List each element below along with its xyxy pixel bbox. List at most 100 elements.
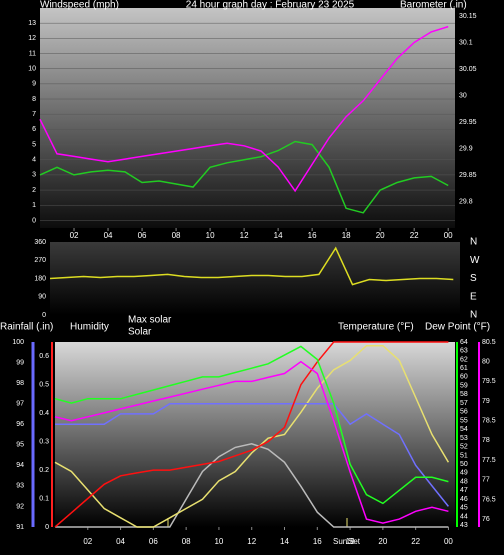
x-tick-label: 10	[214, 537, 223, 546]
data-line	[54, 341, 449, 528]
plot-area	[55, 342, 455, 527]
y-tick-label: 54	[460, 426, 468, 433]
y-tick-label: 100	[12, 339, 24, 346]
x-tick-label: 18	[342, 231, 351, 240]
y-tick-label: 30.05	[459, 66, 477, 73]
y-tick-label: 95	[16, 442, 24, 449]
y-tick-label: 43	[460, 522, 468, 529]
y-tick-label: 78.5	[482, 418, 496, 425]
direction-label: S	[470, 273, 477, 284]
y-tick-label: 29.9	[459, 145, 473, 152]
y-tick-label: 98	[16, 380, 24, 387]
y-tick-label: 92	[16, 503, 24, 510]
y-tick-label: 76.5	[482, 496, 496, 503]
plot-area	[40, 8, 455, 228]
axis-title: Temperature (°F)	[338, 322, 414, 333]
y-tick-label: 99	[16, 359, 24, 366]
x-tick-label: 14	[280, 537, 289, 546]
x-tick-label: 16	[308, 231, 317, 240]
y-tick-label: 91	[16, 524, 24, 531]
y-tick-label: 79	[482, 398, 490, 405]
x-tick-label: 12	[240, 231, 249, 240]
y-tick-label: 29.85	[459, 172, 477, 179]
y-tick-label: 60	[460, 374, 468, 381]
y-tick-label: 2	[32, 187, 36, 194]
y-tick-label: 93	[16, 483, 24, 490]
y-tick-label: 3	[32, 172, 36, 179]
plot-area	[50, 242, 460, 315]
y-tick-label: 0.1	[39, 495, 49, 502]
y-tick-label: 47	[460, 487, 468, 494]
y-tick-label: 59	[460, 382, 468, 389]
x-tick-label: 00	[444, 231, 453, 240]
y-tick-label: 78	[482, 437, 490, 444]
y-tick-label: 53	[460, 435, 468, 442]
x-tick-label: 22	[410, 231, 419, 240]
y-tick-label: 52	[460, 444, 468, 451]
legend-label: Max solar	[128, 315, 172, 326]
data-line	[39, 140, 449, 214]
annotation: Set	[348, 537, 361, 546]
y-tick-label: 94	[16, 462, 24, 469]
legend-label: Solar	[128, 327, 152, 338]
direction-label: E	[470, 291, 477, 302]
y-tick-label: 0.4	[39, 410, 49, 417]
x-tick-label: 06	[149, 537, 158, 546]
data-line	[54, 345, 449, 505]
x-tick-label: 02	[70, 231, 79, 240]
y-tick-label: 270	[34, 257, 46, 264]
y-tick-label: 77	[482, 477, 490, 484]
y-tick-label: 49	[460, 470, 468, 477]
x-tick-label: 22	[411, 537, 420, 546]
y-tick-label: 90	[38, 294, 46, 301]
x-tick-label: 12	[247, 537, 256, 546]
y-tick-label: 30	[459, 92, 467, 99]
y-tick-label: 77.5	[482, 457, 496, 464]
y-tick-label: 64	[460, 339, 468, 346]
x-tick-label: 06	[138, 231, 147, 240]
y-tick-label: 45	[460, 505, 468, 512]
y-tick-label: 62	[460, 356, 468, 363]
x-tick-label: 04	[104, 231, 113, 240]
y-tick-label: 0	[45, 524, 49, 531]
y-tick-label: 46	[460, 496, 468, 503]
y-tick-label: 58	[460, 391, 468, 398]
y-tick-label: 30.15	[459, 13, 477, 20]
x-tick-label: 14	[274, 231, 283, 240]
y-tick-label: 61	[460, 365, 468, 372]
y-tick-label: 29.95	[459, 119, 477, 126]
y-tick-label: 11	[29, 50, 36, 57]
annotation: Sun	[333, 537, 347, 546]
y-tick-label: 9	[32, 81, 36, 88]
y-tick-label: 30.1	[459, 39, 473, 46]
y-tick-label: 79.5	[482, 378, 496, 385]
x-tick-label: 20	[378, 537, 387, 546]
y-tick-label: 0.6	[39, 353, 49, 360]
y-tick-label: 57	[460, 400, 468, 407]
axis-title: Windspeed (mph)	[40, 0, 119, 11]
y-tick-label: 97	[16, 401, 24, 408]
y-tick-label: 1	[32, 202, 36, 209]
y-tick-label: 48	[460, 478, 468, 485]
data-line	[39, 25, 449, 193]
y-tick-label: 63	[460, 348, 468, 355]
x-tick-label: 00	[444, 537, 453, 546]
y-tick-label: 80.5	[482, 339, 496, 346]
y-tick-label: 76	[482, 516, 490, 523]
y-tick-label: 29.8	[459, 198, 473, 205]
direction-label: W	[470, 255, 480, 266]
data-line	[49, 246, 454, 286]
y-tick-label: 51	[460, 452, 468, 459]
y-tick-label: 44	[460, 513, 468, 520]
chart-title: 24 hour graph day : February 23 2025	[186, 0, 355, 11]
y-tick-label: 0	[32, 217, 36, 224]
axis-title: Rainfall (.in)	[0, 322, 53, 333]
y-tick-label: 8	[32, 96, 36, 103]
y-tick-label: 50	[460, 461, 468, 468]
y-tick-label: 4	[32, 157, 36, 164]
data-line	[54, 360, 449, 524]
y-tick-label: 0.3	[39, 438, 49, 445]
direction-label: N	[470, 310, 477, 321]
